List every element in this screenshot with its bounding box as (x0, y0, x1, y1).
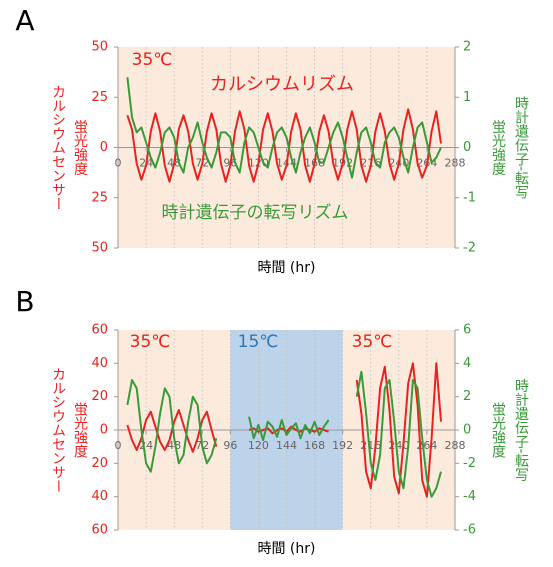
y-tick-label: 60 (91, 323, 108, 338)
y2-tick-label: -2 (463, 241, 476, 256)
x-tick-label: 168 (304, 439, 325, 452)
annotation: 時計遺伝子の転写リズム (162, 203, 349, 223)
y2-label: 時計遺伝子-転写 (513, 378, 529, 481)
y2-tick-label: -1 (463, 190, 476, 205)
y2-tick-label: 6 (463, 323, 471, 338)
annotation: 35℃ (132, 50, 173, 70)
x-tick-label: 144 (276, 439, 297, 452)
y2-label: 時計遺伝子-転写 (513, 96, 529, 199)
x-tick-label: 288 (445, 439, 466, 452)
x-tick-label: 192 (332, 439, 353, 452)
panel-label: A (15, 4, 34, 37)
y2-tick-label: -4 (463, 489, 476, 504)
x-tick-label: 288 (445, 157, 466, 170)
x-tick-label: 48 (167, 439, 181, 452)
x-label: 時間 (hr) (257, 541, 315, 557)
y2-tick-label: -6 (463, 523, 476, 538)
y-label: 蛍光強度 (72, 120, 88, 176)
y-label: 蛍光強度 (72, 402, 88, 458)
y-tick-label: 40 (91, 356, 108, 371)
panel-label: B (15, 285, 34, 318)
x-tick-label: 0 (115, 157, 122, 170)
y-tick-label: 25 (91, 90, 108, 105)
x-label: 時間 (hr) (257, 260, 315, 276)
y-tick-label: 25 (91, 190, 108, 205)
x-tick-label: 0 (115, 439, 122, 452)
y-tick-label: 0 (100, 140, 108, 155)
y-tick-label: 40 (91, 489, 108, 504)
annotation: カルシウムリズム (210, 74, 354, 95)
series-line (126, 108, 442, 183)
y2-tick-label: 1 (463, 90, 471, 105)
y-tick-label: 20 (91, 389, 108, 404)
y-tick-label: 60 (91, 523, 108, 538)
series-line (126, 370, 442, 498)
y-tick-label: 50 (91, 241, 108, 256)
annotation: 35℃ (130, 332, 171, 352)
y-tick-label: 50 (91, 40, 108, 55)
y2-tick-label: 2 (463, 40, 471, 55)
y-label: カルシウムセンサー (50, 367, 66, 493)
y2-tick-label: 2 (463, 389, 471, 404)
y2-tick-label: 0 (463, 423, 471, 438)
y2-tick-label: 0 (463, 140, 471, 155)
annotation: 35℃ (352, 332, 393, 352)
x-tick-label: 96 (223, 439, 237, 452)
y2-tick-label: -2 (463, 456, 476, 471)
x-tick-label: 120 (248, 439, 269, 452)
y-tick-label: 20 (91, 456, 108, 471)
series-line (126, 77, 442, 179)
y2-label: 蛍光強度 (490, 120, 506, 176)
y-tick-label: 0 (100, 423, 108, 438)
y2-label: 蛍光強度 (490, 402, 506, 458)
y2-tick-label: 4 (463, 356, 471, 371)
y-label: カルシウムセンサー (50, 85, 66, 211)
annotation: 15℃ (238, 332, 279, 352)
